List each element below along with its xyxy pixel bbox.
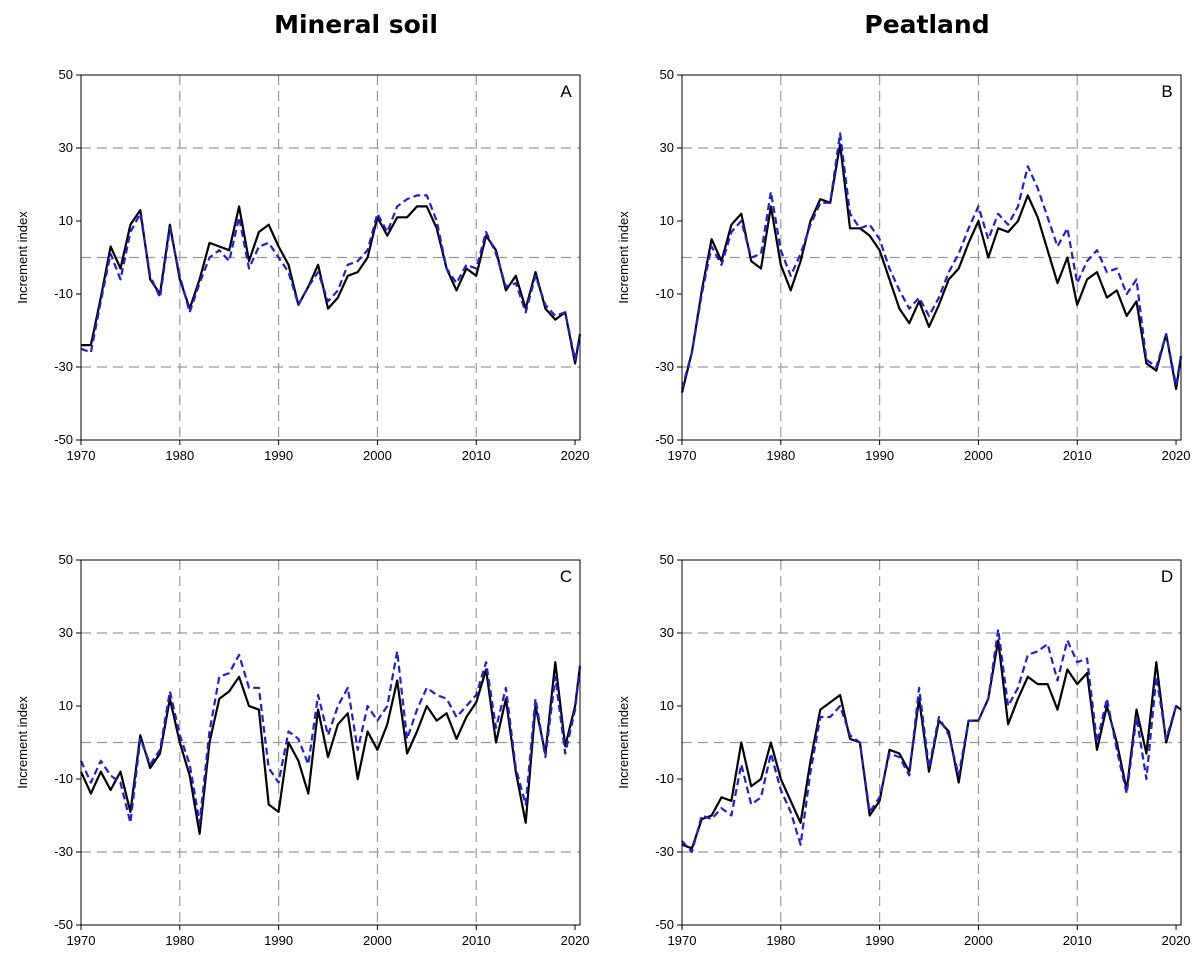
y-tick-label--30: -30 xyxy=(655,844,674,859)
y-tick-label-50: 50 xyxy=(660,552,674,567)
x-tick-label-1970: 1970 xyxy=(668,933,697,948)
x-tick-label-2020: 2020 xyxy=(1162,933,1191,948)
y-tick-label-30: 30 xyxy=(660,140,674,155)
x-tick-label-2010: 2010 xyxy=(462,448,491,463)
x-tick-label-2000: 2000 xyxy=(964,448,993,463)
panel-letter-b: B xyxy=(1161,82,1172,101)
y-tick-label--50: -50 xyxy=(54,432,73,447)
x-tick-label-1990: 1990 xyxy=(264,448,293,463)
panel-c: 1970 1980 1990 2000 2010 2020 -50 -30 -10 10 30 50 I… xyxy=(15,552,590,948)
plot-frame xyxy=(681,74,1182,441)
panel-letter-a: A xyxy=(560,82,572,101)
y-tick-label-10: 10 xyxy=(59,213,73,228)
x-tick-label-1980: 1980 xyxy=(766,933,795,948)
y-tick-label-30: 30 xyxy=(59,625,73,640)
y-tick-label-30: 30 xyxy=(59,140,73,155)
plot-frame xyxy=(80,559,581,926)
y-axis-label: Increment index xyxy=(616,211,631,304)
x-tick-label-1970: 1970 xyxy=(67,448,96,463)
series-line-dashed xyxy=(80,194,582,361)
y-tick-label--30: -30 xyxy=(655,359,674,374)
x-tick-label-2000: 2000 xyxy=(363,933,392,948)
panel-d: 1970 1980 1990 2000 2010 2020 -50 -30 -10 10 30 50 I… xyxy=(616,552,1191,948)
series-line-solid xyxy=(681,639,1182,850)
x-tick-label-2020: 2020 xyxy=(561,448,590,463)
column-title-peatland: Peatland xyxy=(864,10,990,39)
series-line-dashed xyxy=(680,132,1183,390)
x-tick-label-1980: 1980 xyxy=(165,933,194,948)
y-tick-label--30: -30 xyxy=(54,844,73,859)
x-tick-label-1990: 1990 xyxy=(865,933,894,948)
y-tick-label-10: 10 xyxy=(59,698,73,713)
y-axis-label: Increment index xyxy=(616,696,631,789)
series-line-dashed xyxy=(681,628,1181,854)
y-tick-label-10: 10 xyxy=(660,698,674,713)
x-tick-label-2000: 2000 xyxy=(363,448,392,463)
y-tick-label-50: 50 xyxy=(59,552,73,567)
x-tick-label-1980: 1980 xyxy=(165,448,194,463)
x-tick-label-1980: 1980 xyxy=(766,448,795,463)
y-tick-label--50: -50 xyxy=(655,917,674,932)
x-tick-label-1990: 1990 xyxy=(264,933,293,948)
y-tick-label-50: 50 xyxy=(59,67,73,82)
y-tick-label-10: 10 xyxy=(660,213,674,228)
y-tick-label--50: -50 xyxy=(655,432,674,447)
y-tick-label--10: -10 xyxy=(655,286,674,301)
y-tick-label-30: 30 xyxy=(660,625,674,640)
x-tick-label-2010: 2010 xyxy=(462,933,491,948)
x-tick-label-1970: 1970 xyxy=(668,448,697,463)
x-tick-label-2010: 2010 xyxy=(1063,448,1092,463)
series-line-solid xyxy=(79,661,582,835)
plot-frame xyxy=(681,559,1182,926)
column-title-mineral-soil: Mineral soil xyxy=(274,10,438,39)
plot-frame xyxy=(80,74,581,441)
y-tick-label--10: -10 xyxy=(655,771,674,786)
x-tick-label-2020: 2020 xyxy=(561,933,590,948)
y-axis-label: Increment index xyxy=(15,696,30,789)
y-tick-label--50: -50 xyxy=(54,917,73,932)
panel-letter-c: C xyxy=(560,567,572,586)
series-line-dashed xyxy=(79,650,582,824)
x-tick-label-2020: 2020 xyxy=(1162,448,1191,463)
x-tick-label-1990: 1990 xyxy=(865,448,894,463)
y-tick-label--10: -10 xyxy=(54,286,73,301)
panel-b: 1970 1980 1990 2000 2010 2020 -50 -30 -10 10 30 50 I… xyxy=(616,67,1191,463)
y-tick-label--10: -10 xyxy=(54,771,73,786)
y-tick-label-50: 50 xyxy=(660,67,674,82)
y-tick-label--30: -30 xyxy=(54,359,73,374)
x-tick-label-2000: 2000 xyxy=(964,933,993,948)
x-tick-label-2010: 2010 xyxy=(1063,933,1092,948)
panel-letter-d: D xyxy=(1161,567,1173,586)
x-tick-label-1970: 1970 xyxy=(67,933,96,948)
y-axis-label: Increment index xyxy=(15,211,30,304)
panel-a: 1970 1980 1990 2000 2010 2020 -50 -30 -10 10 30 50 I… xyxy=(15,67,590,463)
series-line-solid xyxy=(680,143,1183,393)
